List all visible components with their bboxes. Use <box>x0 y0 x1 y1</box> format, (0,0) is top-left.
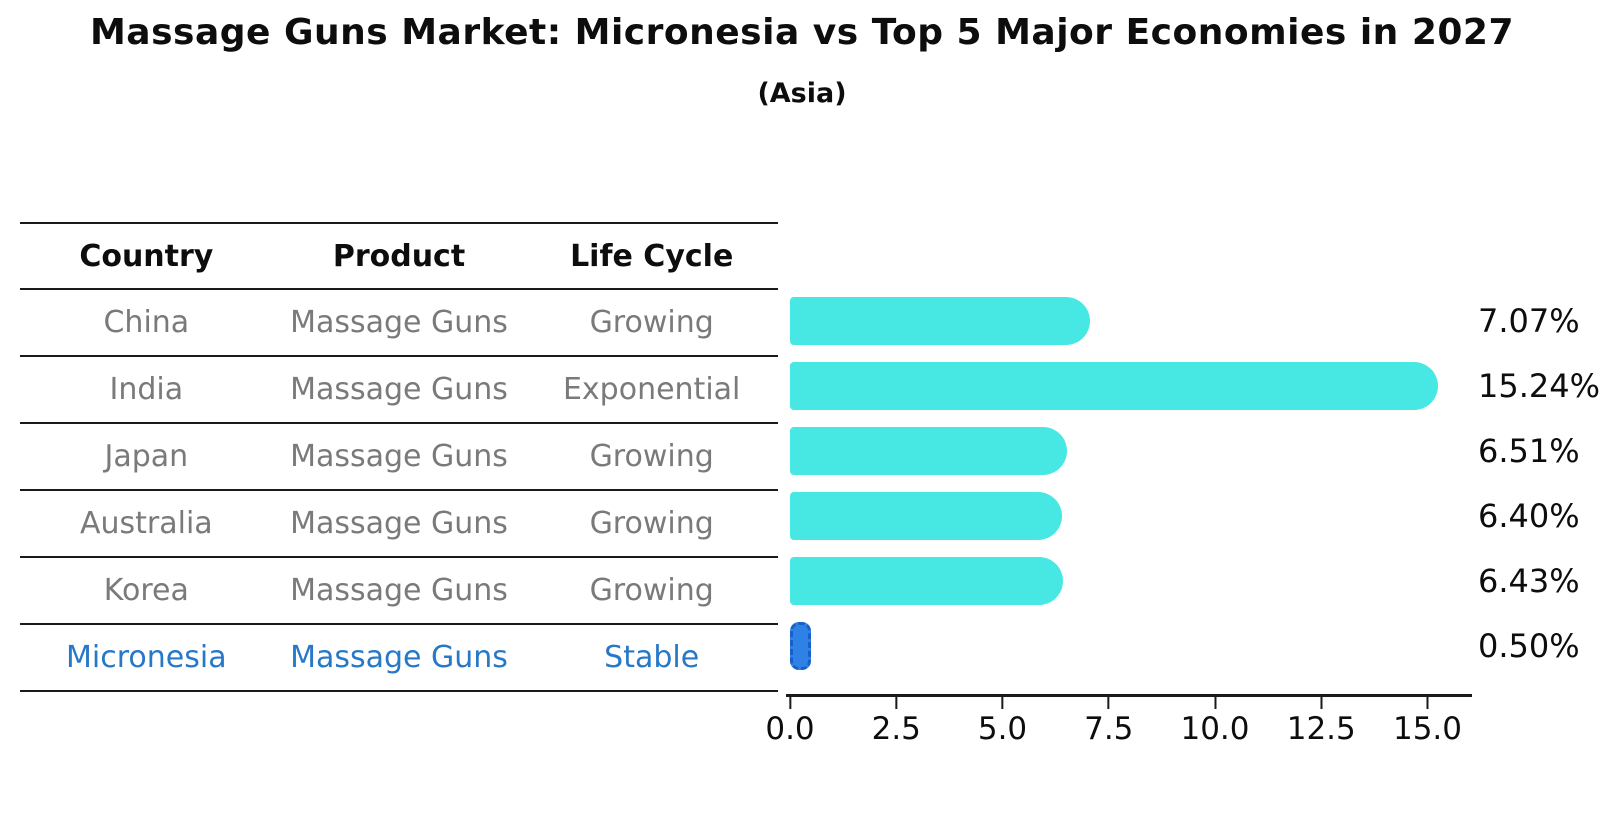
table-row: India Massage Guns Exponential <box>20 357 778 424</box>
bar-row <box>790 613 1470 678</box>
bar-row <box>790 418 1470 483</box>
country-table: Country Product Life Cycle China Massage… <box>20 222 778 692</box>
value-label-australia: 6.40% <box>1478 496 1580 535</box>
chart-subtitle: (Asia) <box>757 78 847 109</box>
bar-row <box>790 548 1470 613</box>
table-cell-country: India <box>109 372 184 407</box>
x-tick: 12.5 <box>1287 697 1356 747</box>
x-tick: 2.5 <box>872 697 921 747</box>
x-tick-mark <box>895 697 898 709</box>
table-row-highlight: Micronesia Massage Guns Stable <box>20 625 778 692</box>
table-cell-life-cycle: Exponential <box>562 372 741 407</box>
value-label-korea: 6.43% <box>1478 561 1580 600</box>
table-cell-country: Micronesia <box>66 640 227 675</box>
x-tick: 0.0 <box>765 697 815 747</box>
bar-row <box>790 353 1470 418</box>
table-cell-life-cycle: Growing <box>589 573 714 608</box>
x-tick: 15.0 <box>1393 697 1462 747</box>
table-header-country: Country <box>79 238 214 274</box>
x-tick-label: 0.0 <box>765 711 815 747</box>
bar-micronesia <box>790 621 812 670</box>
x-axis-ticks: 0.0 2.5 5.0 7.5 10.0 12.5 15.0 <box>765 697 1470 757</box>
x-tick-label: 15.0 <box>1392 711 1463 747</box>
value-label-micronesia: 0.50% <box>1478 626 1580 665</box>
chart-title: Massage Guns Market: Micronesia vs Top 5… <box>89 12 1515 53</box>
table-cell-product: Massage Guns <box>290 439 508 474</box>
table-row: Australia Massage Guns Growing <box>20 491 778 558</box>
table-cell-country: China <box>103 305 190 340</box>
bar-india <box>790 361 1438 410</box>
table-cell-life-cycle: Growing <box>589 439 714 474</box>
table-cell-life-cycle: Growing <box>589 506 714 541</box>
x-tick-mark <box>1001 697 1004 709</box>
table-row: Korea Massage Guns Growing <box>20 558 778 625</box>
table-cell-product: Massage Guns <box>290 640 508 675</box>
table-cell-product: Massage Guns <box>290 305 508 340</box>
table-cell-country: Japan <box>104 439 189 474</box>
table-cell-product: Massage Guns <box>290 506 508 541</box>
x-tick-label: 2.5 <box>871 711 921 747</box>
x-tick-label: 12.5 <box>1286 711 1356 747</box>
table-cell-country: Korea <box>103 573 189 608</box>
x-tick-mark <box>1107 697 1110 709</box>
bar-japan <box>790 426 1067 475</box>
value-labels-column: 7.07% 15.24% 6.51% 6.40% 6.43% 0.50% <box>1478 288 1604 678</box>
table-cell-product: Massage Guns <box>290 573 508 608</box>
x-axis-line <box>786 694 1472 697</box>
bar-chart-plot-area <box>790 288 1470 678</box>
bar-australia <box>790 491 1062 540</box>
x-tick-label: 5.0 <box>977 711 1028 747</box>
table-header-product: Product <box>332 238 466 274</box>
x-tick-mark <box>789 697 791 709</box>
value-label-india: 15.24% <box>1478 366 1601 405</box>
x-tick-mark <box>1214 697 1216 709</box>
bar-row <box>790 288 1470 353</box>
x-tick: 7.5 <box>1084 697 1133 747</box>
bar-row <box>790 483 1470 548</box>
table-row: Japan Massage Guns Growing <box>20 424 778 491</box>
x-tick-mark <box>1320 697 1323 709</box>
table-cell-country: Australia <box>79 506 213 541</box>
x-tick-label: 7.5 <box>1084 711 1134 747</box>
bar-china <box>790 296 1091 345</box>
table-cell-product: Massage Guns <box>290 372 508 407</box>
value-label-japan: 6.51% <box>1478 431 1580 470</box>
table-row: China Massage Guns Growing <box>20 290 778 357</box>
table-header-life-cycle: Life Cycle <box>570 238 734 274</box>
x-tick: 5.0 <box>978 697 1027 747</box>
value-label-china: 7.07% <box>1478 301 1580 340</box>
x-tick: 10.0 <box>1180 697 1250 747</box>
table-header-row: Country Product Life Cycle <box>20 222 778 290</box>
x-tick-mark <box>1426 697 1429 709</box>
bar-korea <box>790 556 1064 605</box>
table-cell-life-cycle: Growing <box>589 305 714 340</box>
table-cell-life-cycle: Stable <box>604 640 700 675</box>
x-tick-label: 10.0 <box>1180 711 1250 747</box>
